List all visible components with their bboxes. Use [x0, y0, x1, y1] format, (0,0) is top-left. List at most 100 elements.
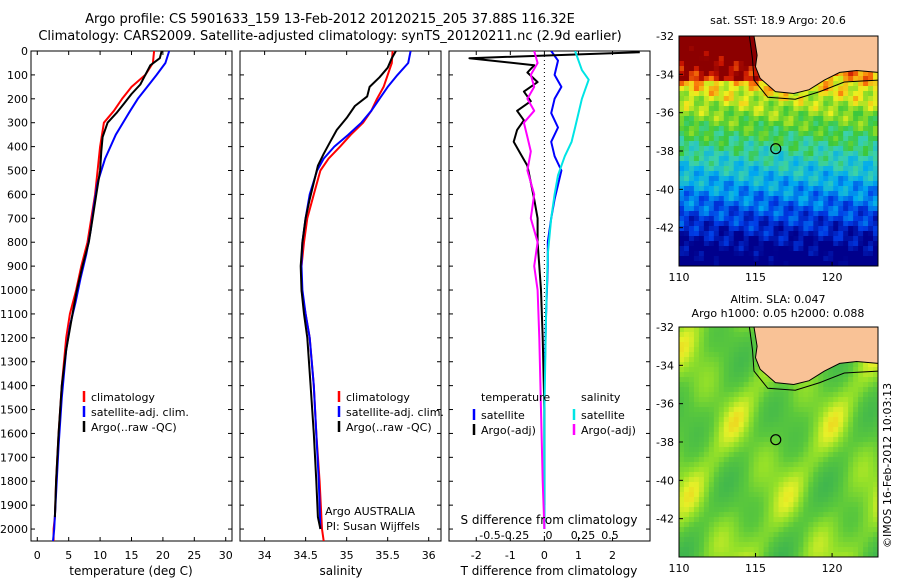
sla-heatmap-cell	[838, 452, 844, 458]
sst-heatmap-cell	[688, 36, 695, 42]
sst-heatmap-cell	[683, 261, 690, 266]
sla-heatmap-cell	[868, 377, 874, 383]
sla-heatmap-cell	[748, 487, 755, 493]
sst-heatmap-cell	[828, 136, 834, 142]
sst-heatmap-cell	[778, 171, 784, 177]
sla-heatmap-cell	[758, 417, 764, 423]
sst-heatmap-cell	[723, 166, 730, 172]
sla-heatmap-cell	[763, 377, 769, 383]
sla-heatmap-cell	[848, 367, 854, 373]
sst-heatmap-cell	[758, 81, 764, 87]
sla-heatmap-cell	[778, 492, 784, 498]
sla-heatmap-cell	[738, 472, 745, 478]
sla-heatmap-cell	[703, 377, 710, 383]
sla-heatmap-cell	[718, 482, 725, 488]
sla-heatmap-cell	[808, 517, 814, 523]
sst-heatmap-cell	[758, 136, 764, 142]
sla-heatmap-cell	[768, 387, 774, 393]
sla-heatmap-cell	[818, 402, 824, 408]
sst-heatmap-cell	[868, 166, 874, 172]
sst-heatmap-cell	[703, 41, 710, 47]
sst-heatmap-cell	[688, 216, 695, 222]
sst-lon-label: 115	[745, 271, 766, 284]
sla-heatmap-cell	[803, 512, 809, 518]
sla-heatmap-cell	[688, 527, 695, 533]
sla-heatmap-cell	[808, 482, 814, 488]
sst-heatmap-cell	[793, 231, 799, 237]
sst-heatmap-cell	[818, 181, 824, 187]
sst-heatmap-cell	[683, 81, 690, 87]
sst-heatmap-cell	[853, 236, 859, 242]
sst-heatmap-cell	[843, 96, 849, 102]
sst-heatmap-cell	[823, 131, 829, 137]
sla-heatmap-cell	[748, 452, 755, 458]
sst-heatmap-cell	[688, 166, 695, 172]
sst-heatmap-cell	[708, 251, 715, 257]
sla-heatmap-cell	[713, 332, 720, 338]
sla-heatmap-cell	[793, 457, 799, 463]
sla-heatmap-cell	[683, 367, 690, 373]
sst-heatmap-cell	[828, 256, 834, 262]
sst-heatmap-cell	[788, 216, 794, 222]
sst-heatmap-cell	[808, 241, 814, 247]
sst-heatmap-cell	[863, 131, 869, 137]
sla-heatmap-cell	[843, 422, 849, 428]
sla-heatmap-cell	[718, 472, 725, 478]
sla-heatmap-cell	[848, 392, 854, 398]
sst-heatmap-cell	[848, 71, 854, 77]
sla-heatmap-cell	[783, 507, 789, 513]
sla-heatmap-cell	[848, 472, 854, 478]
sla-heatmap-cell	[848, 487, 854, 493]
sst-heatmap-cell	[743, 241, 750, 247]
sst-heatmap-cell	[688, 121, 695, 127]
sst-heatmap-cell	[823, 251, 829, 257]
sst-heatmap-cell	[743, 81, 750, 87]
sst-heatmap-cell	[803, 216, 809, 222]
sla-heatmap-cell	[718, 362, 725, 368]
sst-heatmap-cell	[768, 261, 774, 266]
sst-heatmap-cell	[743, 201, 750, 207]
sla-heatmap-cell	[703, 482, 710, 488]
sla-heatmap-cell	[793, 552, 799, 557]
sla-heatmap-cell	[858, 362, 864, 368]
sla-heatmap-cell	[773, 477, 779, 483]
sst-heatmap-cell	[688, 246, 695, 252]
sst-heatmap-cell	[718, 101, 725, 107]
sst-heatmap-cell	[823, 196, 829, 202]
sst-heatmap-cell	[703, 206, 710, 212]
sst-heatmap-cell	[778, 176, 784, 182]
sst-heatmap-cell	[708, 201, 715, 207]
sla-heatmap-cell	[679, 452, 685, 458]
sst-heatmap-cell	[768, 96, 774, 102]
sla-heatmap-cell	[828, 482, 834, 488]
sla-heatmap-cell	[683, 462, 690, 468]
sla-lat-label: -38	[656, 436, 674, 449]
sla-heatmap-cell	[773, 537, 779, 543]
sla-heatmap-cell	[728, 387, 735, 393]
sla-heatmap-cell	[813, 422, 819, 428]
depth-tick-label: 1200	[0, 332, 28, 345]
sla-heatmap-cell	[868, 442, 874, 448]
sla-heatmap-cell	[768, 457, 774, 463]
sst-heatmap-cell	[698, 86, 705, 92]
depth-tick-label: 1900	[0, 499, 28, 512]
sst-heatmap-cell	[743, 161, 750, 167]
sla-heatmap-cell	[818, 437, 824, 443]
sst-heatmap-cell	[693, 201, 700, 207]
sst-heatmap-cell	[748, 56, 755, 62]
sla-heatmap-cell	[733, 547, 740, 553]
sst-heatmap-cell	[718, 256, 725, 262]
sla-heatmap-cell	[823, 372, 829, 378]
sla-heatmap-cell	[708, 522, 715, 528]
sst-heatmap-cell	[743, 231, 750, 237]
imos-credit: ©IMOS 16-Feb-2012 10:03:13	[881, 382, 894, 548]
sst-heatmap-cell	[738, 191, 745, 197]
sst-heatmap-cell	[728, 256, 735, 262]
sla-heatmap-cell	[743, 352, 750, 358]
sla-heatmap-cell	[748, 357, 755, 363]
sla-heatmap-cell	[778, 432, 784, 438]
sst-heatmap-cell	[848, 181, 854, 187]
sla-heatmap-cell	[868, 402, 874, 408]
sla-heatmap-cell	[723, 332, 730, 338]
sla-heatmap-cell	[873, 427, 878, 433]
